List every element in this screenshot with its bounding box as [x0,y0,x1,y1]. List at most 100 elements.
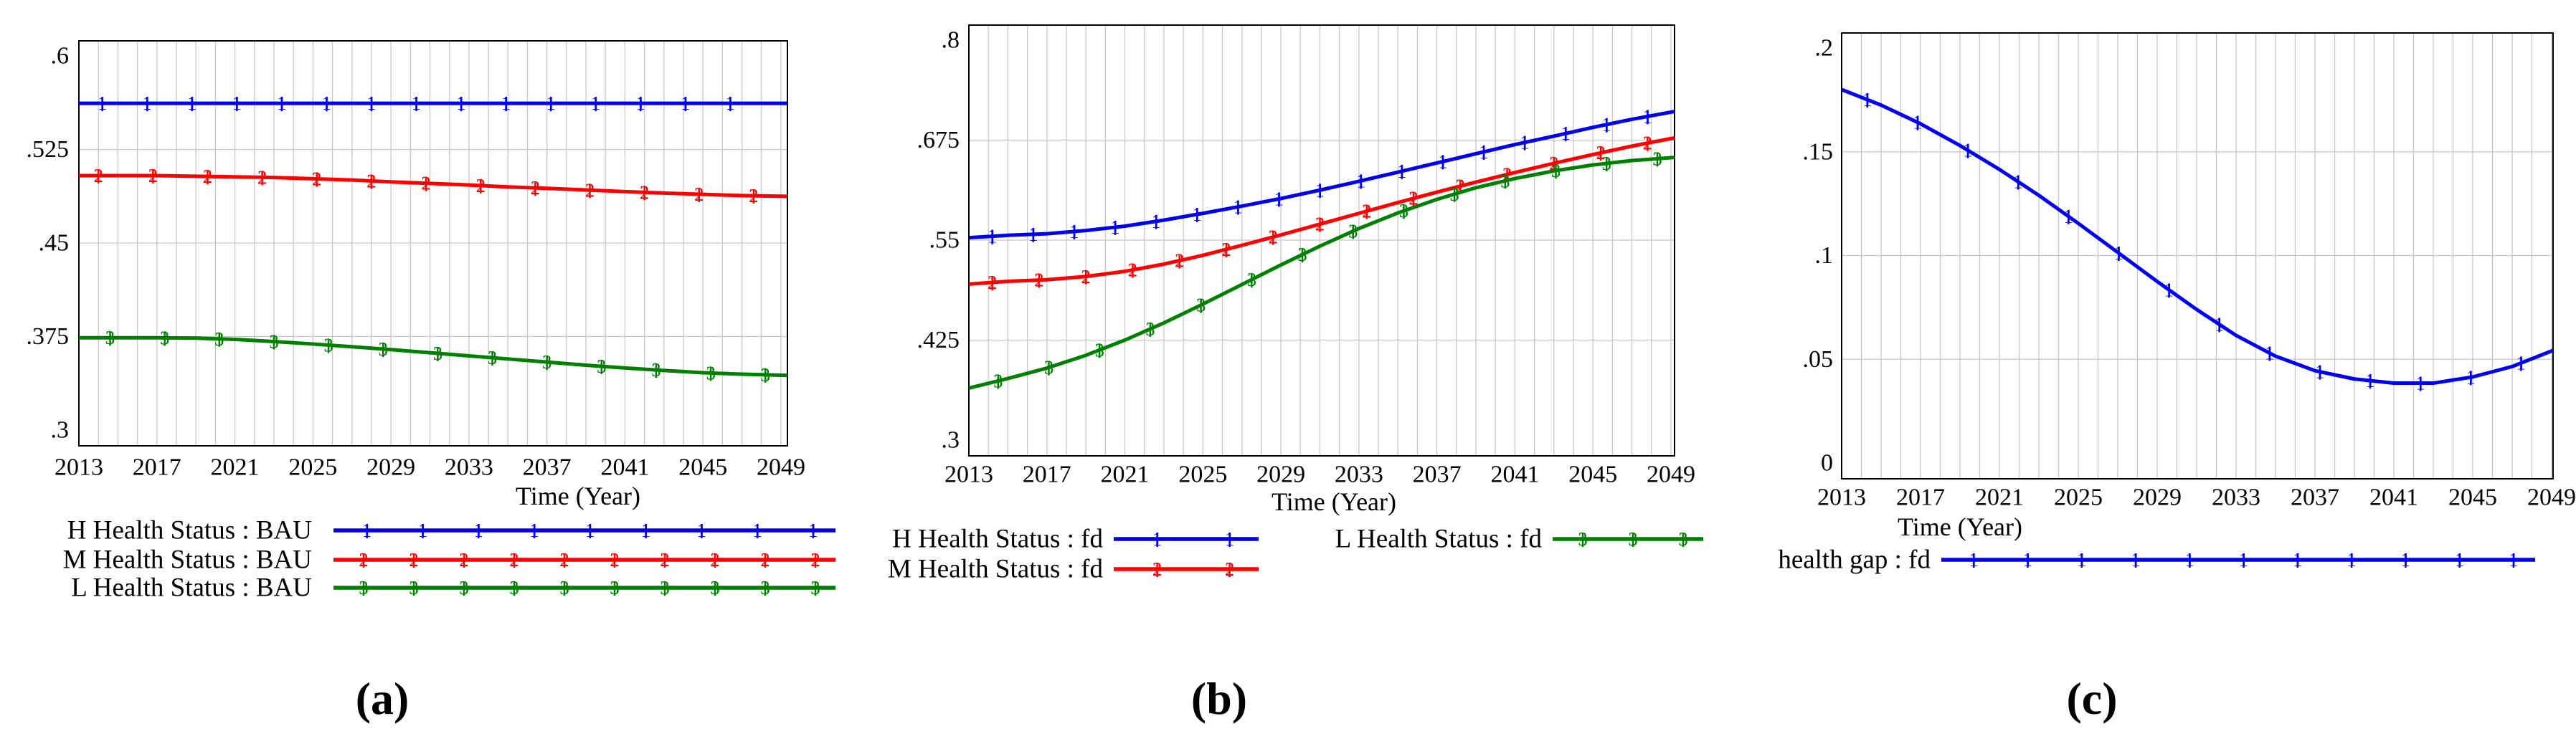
chart-c-xlabel: Time (Year) [1897,512,2023,541]
marker-digit: 3 [409,577,419,598]
marker-digit: 1 [546,92,556,114]
marker-digit: 2 [359,549,369,571]
x-tick-label: 2017 [1023,462,1071,488]
x-tick-label: 2029 [2133,485,2182,511]
y-tick-label: .05 [1803,346,1834,373]
x-tick-label: 2045 [1568,462,1617,488]
marker-digit: 1 [2365,370,2375,391]
marker-digit: 1 [2265,343,2275,364]
marker-digit: 3 [1500,170,1510,191]
marker-digit: 2 [660,549,670,571]
marker-digit: 1 [808,520,818,541]
marker-digit: 2 [1221,239,1231,260]
marker-digit: 3 [160,327,170,348]
marker-digit: 1 [98,92,108,114]
marker-digit: 3 [660,577,670,598]
chart-b: .8 .675 .55 .425 .3 2013 2017 2021 2025 2029 2033 2… [888,24,1703,584]
chart-c: .2 .15 .1 .05 0 2013 2017 2021 2025 2029 2033 2037 2… [1778,32,2576,575]
marker-digit: 2 [1081,266,1091,287]
marker-digit: 3 [1297,244,1307,265]
marker-digit: 3 [1348,221,1358,242]
y-tick-label: .8 [942,27,960,54]
marker-digit: 2 [203,166,213,187]
marker-digit: 1 [2215,314,2225,335]
legend-label: L Health Status : BAU [71,573,312,603]
marker-digit: 1 [418,520,428,541]
x-tick-label: 2037 [523,454,572,481]
x-tick-label: 2025 [1178,462,1227,488]
marker-digit: 1 [362,520,372,541]
marker-digit: 2 [760,549,770,571]
marker-digit: 3 [269,330,279,352]
marker-digit: 2 [531,177,541,199]
marker-digit: 1 [635,92,645,114]
marker-digit: 1 [2023,549,2033,571]
marker-digit: 1 [2293,549,2303,571]
chart-a-xlabel: Time (Year) [515,482,641,510]
x-tick-label: 2041 [2369,485,2418,511]
marker-digit: 1 [585,520,595,541]
marker-digit: 1 [366,92,377,114]
marker-digit: 3 [1145,318,1155,340]
plot-border [1841,32,2554,480]
legend-label: M Health Status : fd [888,555,1104,584]
x-tick-label: 2049 [1647,462,1695,488]
marker-digit: 1 [726,92,736,114]
marker-digit: 3 [323,334,333,356]
marker-digit: 1 [1069,221,1079,242]
marker-digit: 2 [366,170,377,191]
marker-digit: 1 [2164,279,2174,300]
marker-digit: 3 [706,362,716,383]
chart-c-caption: (c) [2066,673,2118,724]
marker-digit: 1 [1602,114,1612,135]
marker-digit: 3 [610,577,620,598]
marker-digit: 1 [1438,151,1448,172]
marker-digit: 3 [1678,528,1688,550]
x-tick-label: 2021 [211,454,260,481]
marker-digit: 1 [187,92,197,114]
marker-digit: 1 [2013,171,2023,193]
marker-digit: 3 [651,359,661,381]
marker-digit: 3 [1628,528,1638,550]
x-tick-label: 2017 [1896,485,1945,511]
marker-digit: 2 [694,183,704,205]
plot-border [78,40,788,447]
marker-digit: 1 [1397,161,1407,182]
marker-digit: 1 [277,92,287,114]
x-tick-label: 2021 [1975,485,2024,511]
marker-digit: 3 [1399,200,1409,221]
legend-label: M Health Status : BAU [63,545,312,575]
y-tick-label: .2 [1815,35,1834,62]
series-line [968,156,1675,390]
x-tick-label: 2037 [2291,485,2339,511]
marker-digit: 1 [142,92,152,114]
marker-digit: 3 [509,577,519,598]
marker-digit: 2 [1643,133,1653,154]
marker-digit: 1 [412,92,422,114]
marker-digit: 1 [752,520,762,541]
marker-digit: 3 [559,577,569,598]
chart-a: .6 .525 .45 .375 .3 2013 2017 2021 2025 2029 2033 2… [27,40,835,603]
marker-digit: 3 [433,343,443,364]
marker-digit: 1 [2114,242,2124,264]
marker-digit: 1 [322,92,332,114]
x-tick-label: 2017 [133,454,181,481]
marker-digit: 1 [697,520,707,541]
y-tick-label: .15 [1803,138,1834,165]
marker-digit: 3 [359,577,369,598]
x-tick-label: 2045 [678,454,727,481]
marker-digit: 2 [1175,250,1185,272]
marker-digit: 2 [421,173,431,194]
marker-digit: 1 [681,92,691,114]
marker-digit: 1 [1028,224,1038,245]
plot-border [968,24,1675,457]
marker-digit: 3 [1652,148,1662,169]
series-line [79,173,788,199]
marker-digit: 3 [1578,528,1588,550]
marker-digit: 1 [2064,206,2074,227]
marker-digit: 1 [1274,188,1284,209]
marker-digit: 2 [148,165,158,186]
marker-digit: 3 [597,356,607,377]
marker-digit: 1 [2239,549,2249,571]
